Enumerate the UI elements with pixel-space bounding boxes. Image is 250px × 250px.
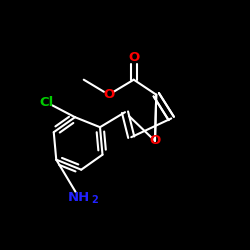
Text: Cl: Cl bbox=[39, 96, 54, 109]
Text: NH: NH bbox=[68, 191, 90, 204]
Text: O: O bbox=[150, 134, 160, 147]
Text: O: O bbox=[128, 51, 140, 64]
Text: 2: 2 bbox=[92, 195, 98, 205]
Text: O: O bbox=[103, 88, 115, 101]
